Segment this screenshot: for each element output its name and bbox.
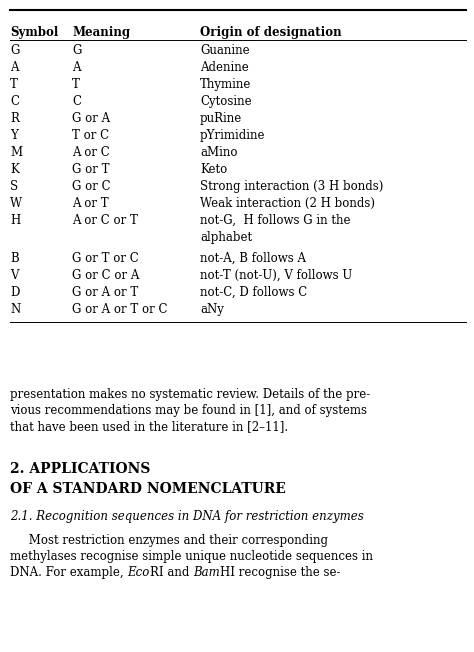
Text: M: M [10, 146, 22, 159]
Text: aNy: aNy [200, 303, 224, 316]
Text: vious recommendations may be found in [1], and of systems: vious recommendations may be found in [1… [10, 404, 367, 417]
Text: K: K [10, 163, 19, 176]
Text: T: T [72, 78, 80, 91]
Text: Bam: Bam [193, 566, 219, 579]
Text: G or A: G or A [72, 112, 110, 125]
Text: that have been used in the literature in [2–11].: that have been used in the literature in… [10, 420, 288, 433]
Text: T or C: T or C [72, 129, 109, 142]
Text: 2. APPLICATIONS: 2. APPLICATIONS [10, 462, 150, 476]
Text: Origin of designation: Origin of designation [200, 26, 342, 39]
Text: pYrimidine: pYrimidine [200, 129, 265, 142]
Text: G or C or A: G or C or A [72, 269, 139, 282]
Text: Keto: Keto [200, 163, 227, 176]
Text: not-C, D follows C: not-C, D follows C [200, 286, 307, 299]
Text: G or A or T: G or A or T [72, 286, 138, 299]
Text: A or T: A or T [72, 197, 109, 210]
Text: 2.1. Recognition sequences in DNA for restriction enzymes: 2.1. Recognition sequences in DNA for re… [10, 510, 364, 523]
Text: B: B [10, 252, 19, 265]
Text: R: R [10, 112, 19, 125]
Text: not-G,  H follows G in the: not-G, H follows G in the [200, 214, 350, 227]
Text: G: G [72, 44, 82, 57]
Text: puRine: puRine [200, 112, 242, 125]
Text: Weak interaction (2 H bonds): Weak interaction (2 H bonds) [200, 197, 375, 210]
Text: alphabet: alphabet [200, 231, 252, 244]
Text: A or C: A or C [72, 146, 110, 159]
Text: C: C [10, 95, 19, 108]
Text: presentation makes no systematic review. Details of the pre-: presentation makes no systematic review.… [10, 388, 370, 401]
Text: DNA. For example,: DNA. For example, [10, 566, 128, 579]
Text: W: W [10, 197, 22, 210]
Text: Thymine: Thymine [200, 78, 251, 91]
Text: Strong interaction (3 H bonds): Strong interaction (3 H bonds) [200, 180, 383, 193]
Text: Adenine: Adenine [200, 61, 249, 74]
Text: G: G [10, 44, 19, 57]
Text: Guanine: Guanine [200, 44, 250, 57]
Text: G or A or T or C: G or A or T or C [72, 303, 167, 316]
Text: G or T: G or T [72, 163, 109, 176]
Text: N: N [10, 303, 20, 316]
Text: C: C [72, 95, 81, 108]
Text: Symbol: Symbol [10, 26, 58, 39]
Text: HI recognise the se-: HI recognise the se- [219, 566, 340, 579]
Text: Eco: Eco [128, 566, 150, 579]
Text: Cytosine: Cytosine [200, 95, 252, 108]
Text: Meaning: Meaning [72, 26, 130, 39]
Text: G or T or C: G or T or C [72, 252, 139, 265]
Text: aMino: aMino [200, 146, 237, 159]
Text: H: H [10, 214, 20, 227]
Text: S: S [10, 180, 18, 193]
Text: OF A STANDARD NOMENCLATURE: OF A STANDARD NOMENCLATURE [10, 482, 286, 496]
Text: Y: Y [10, 129, 18, 142]
Text: methylases recognise simple unique nucleotide sequences in: methylases recognise simple unique nucle… [10, 550, 373, 563]
Text: RI and: RI and [150, 566, 193, 579]
Text: not-T (not-U), V follows U: not-T (not-U), V follows U [200, 269, 352, 282]
Text: T: T [10, 78, 18, 91]
Text: D: D [10, 286, 19, 299]
Text: A: A [10, 61, 18, 74]
Text: not-A, B follows A: not-A, B follows A [200, 252, 306, 265]
Text: A: A [72, 61, 81, 74]
Text: V: V [10, 269, 18, 282]
Text: A or C or T: A or C or T [72, 214, 138, 227]
Text: G or C: G or C [72, 180, 110, 193]
Text: Most restriction enzymes and their corresponding: Most restriction enzymes and their corre… [10, 534, 328, 547]
